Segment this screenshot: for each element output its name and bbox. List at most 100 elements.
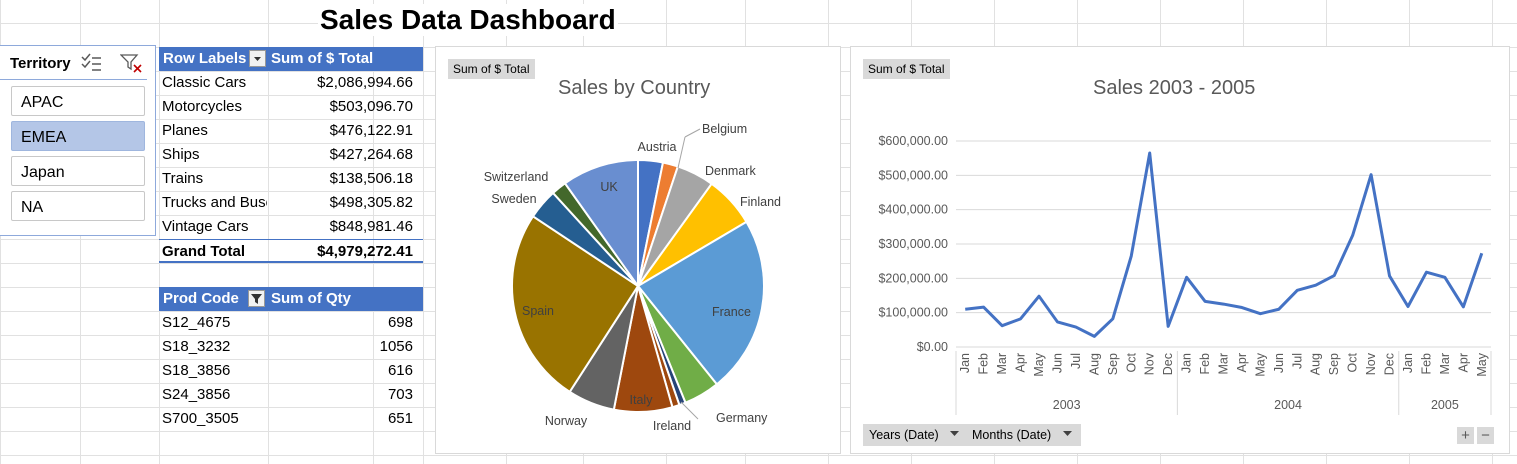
row-label: Classic Cars [162, 74, 247, 91]
pie-plot: Austria Belgium Denmark Finland France German… [484, 122, 781, 433]
dropdown-arrow-icon [950, 431, 960, 436]
row-label: S18_3856 [162, 362, 231, 379]
collapse-field-button[interactable]: − [1477, 427, 1494, 444]
y-tick-label: $500,000.00 [878, 168, 948, 182]
row-value: $138,506.18 [329, 170, 413, 187]
x-group-label: 2004 [1274, 398, 1302, 412]
y-tick-label: $600,000.00 [878, 134, 948, 148]
slicer-item-apac[interactable]: APAC [11, 86, 145, 116]
table-row[interactable]: Motorcycles $503,096.70 [159, 95, 423, 119]
pie-slice-france[interactable] [636, 220, 765, 386]
x-tick-label: Aug [1309, 353, 1323, 375]
table-row[interactable]: Ships $427,264.68 [159, 143, 423, 167]
x-tick-label: Nov [1364, 352, 1378, 375]
row-value: $427,264.68 [329, 146, 413, 163]
x-group-label: 2005 [1431, 398, 1459, 412]
prod-code-filter-button[interactable] [248, 290, 265, 307]
pie-label-italy: Italy [630, 393, 654, 407]
table-row[interactable]: S12_4675 698 [159, 311, 423, 335]
grand-total-row: Grand Total $4,979,272.41 [159, 239, 423, 263]
dropdown-arrow-icon [254, 57, 261, 61]
pie-value-field-button[interactable]: Sum of $ Total [448, 59, 535, 79]
pie-label-switzerland: Switzerland [484, 170, 549, 184]
table-row[interactable]: Vintage Cars $848,981.46 [159, 215, 423, 239]
pivot-table-product-line: Row Labels Sum of $ Total Classic Cars $2… [159, 47, 423, 263]
pivot-header: Row Labels Sum of $ Total [159, 47, 423, 71]
expand-field-button[interactable]: + [1457, 427, 1474, 444]
pie-slice-uk[interactable] [563, 158, 639, 290]
row-value: $498,305.82 [329, 194, 413, 211]
leader-line [684, 128, 701, 138]
x-tick-label: May [1475, 352, 1489, 376]
pivot-table-prod-code: Prod Code Sum of Qty S12_4675 698 S18_3232… [159, 287, 423, 431]
slicer-title: Territory [10, 55, 71, 72]
x-tick-label: Oct [1346, 352, 1360, 372]
pie-label-denmark: Denmark [705, 164, 756, 178]
months-axis-field-button[interactable]: Months (Date) [966, 424, 1081, 446]
slicer-item-japan[interactable]: Japan [11, 156, 145, 186]
x-tick-label: Mar [1217, 353, 1231, 375]
x-tick-label: Feb [977, 353, 991, 375]
pie-chart-sales-by-country[interactable]: Sum of $ Total Sales by Country Austria B… [435, 46, 841, 454]
slicer-item-emea[interactable]: EMEA [11, 121, 145, 151]
x-tick-label: Feb [1419, 353, 1433, 375]
sales-series-line[interactable] [965, 151, 1484, 338]
grand-total-value: $4,979,272.41 [317, 243, 413, 260]
table-row[interactable]: Trucks and Buses $498,305.82 [159, 191, 423, 215]
pie-label-belgium: Belgium [702, 122, 747, 136]
slicer-item-na[interactable]: NA [11, 191, 145, 221]
x-tick-label: Jan [958, 353, 972, 373]
dashboard-title: Sales Data Dashboard [318, 4, 618, 36]
table-row[interactable]: S24_3856 703 [159, 383, 423, 407]
line-chart-sales-2003-2005[interactable]: Sum of $ Total Sales 2003 - 2005 $0.00 $1… [850, 46, 1510, 454]
sum-total-header: Sum of $ Total [271, 50, 374, 67]
row-value: 651 [387, 410, 413, 427]
years-axis-label: Years (Date) [869, 428, 939, 442]
line-chart-title: Sales 2003 - 2005 [1093, 77, 1256, 99]
pie-slice-spain[interactable] [511, 214, 640, 394]
multi-select-icon[interactable] [80, 53, 102, 73]
line-value-field-button[interactable]: Sum of $ Total [863, 59, 950, 79]
y-tick-label: $300,000.00 [878, 237, 948, 251]
x-tick-label: Apr [1235, 353, 1249, 372]
years-axis-field-button[interactable]: Years (Date) [863, 424, 969, 446]
clear-filter-icon[interactable] [120, 53, 142, 73]
row-labels-filter-button[interactable] [249, 50, 266, 67]
x-tick-label: Mar [995, 353, 1009, 375]
table-row[interactable]: S18_3232 1056 [159, 335, 423, 359]
row-label: Trains [162, 170, 204, 187]
row-label: S700_3505 [162, 410, 239, 427]
pie-label-sweden: Sweden [491, 192, 536, 206]
filter-icon [251, 294, 262, 304]
x-tick-label: Sep [1106, 353, 1120, 375]
table-row[interactable]: Classic Cars $2,086,994.66 [159, 71, 423, 95]
row-value: $503,096.70 [329, 98, 413, 115]
slicer-item-label: APAC [21, 94, 64, 111]
row-label: Planes [162, 122, 208, 139]
row-label: Vintage Cars [162, 218, 249, 235]
slicer-item-label: Japan [21, 164, 65, 181]
row-value: 698 [387, 314, 413, 331]
row-value: 1056 [379, 338, 413, 355]
line-plot: $0.00 $100,000.00 $200,000.00 $300,000.00 $4… [878, 134, 1492, 415]
table-row[interactable]: Trains $138,506.18 [159, 167, 423, 191]
pie-label-france: France [712, 305, 751, 319]
row-label: Trucks and Buses [162, 194, 267, 211]
row-label: S24_3856 [162, 386, 231, 403]
y-tick-label: $100,000.00 [878, 306, 948, 320]
x-tick-label: Jul [1290, 353, 1304, 369]
row-value: 616 [387, 362, 413, 379]
pie-label-ireland: Ireland [653, 419, 691, 433]
table-row[interactable]: S18_3856 616 [159, 359, 423, 383]
x-tick-label: Aug [1087, 353, 1101, 375]
prod-code-header: Prod Code [163, 290, 239, 307]
row-label: Ships [162, 146, 200, 163]
y-tick-label: $400,000.00 [878, 203, 948, 217]
x-tick-label: Dec [1161, 353, 1175, 375]
y-tick-label: $200,000.00 [878, 271, 948, 285]
x-group-label: 2003 [1053, 398, 1081, 412]
slicer-item-label: NA [21, 199, 44, 216]
table-row[interactable]: S700_3505 651 [159, 407, 423, 431]
x-tick-label: Dec [1383, 353, 1397, 375]
table-row[interactable]: Planes $476,122.91 [159, 119, 423, 143]
